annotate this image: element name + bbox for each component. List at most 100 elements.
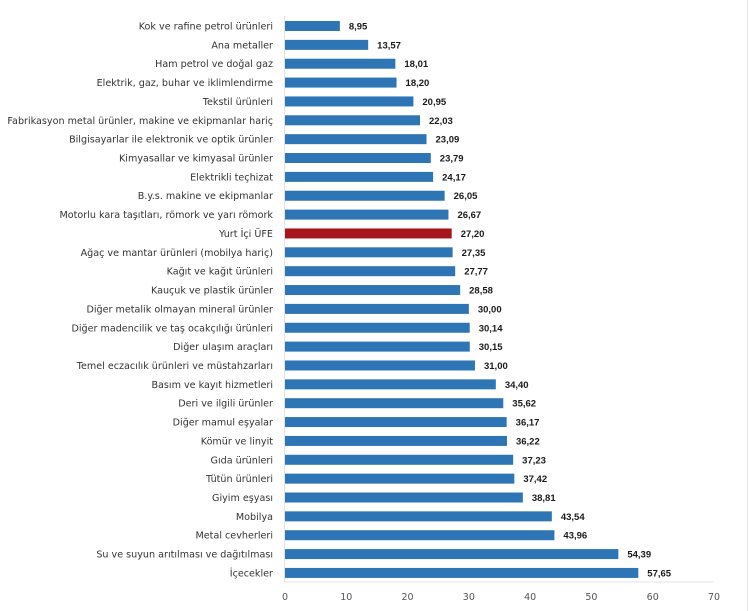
bar bbox=[285, 39, 369, 50]
category-label: Kimyasallar ve kimyasal ürünler bbox=[119, 154, 273, 165]
category-label: Kömür ve linyit bbox=[201, 436, 273, 447]
bar bbox=[285, 341, 470, 352]
category-label: Tütün ürünleri bbox=[205, 474, 273, 485]
bar bbox=[285, 567, 639, 578]
value-label: 22,03 bbox=[429, 116, 453, 127]
bar bbox=[285, 360, 475, 371]
x-axis-ticks: 0 10 20 30 40 50 60 70 bbox=[282, 592, 720, 603]
value-label: 31,00 bbox=[484, 361, 508, 372]
bar bbox=[285, 134, 427, 145]
bar bbox=[285, 417, 507, 428]
value-label: 27,77 bbox=[464, 267, 488, 278]
value-label: 28,58 bbox=[469, 286, 493, 297]
bar bbox=[285, 266, 456, 277]
value-label: 26,67 bbox=[457, 210, 481, 221]
value-label: 30,00 bbox=[478, 304, 502, 315]
bar bbox=[285, 247, 453, 258]
category-label: Ana metaller bbox=[211, 40, 273, 51]
category-label: Basım ve kayıt hizmetleri bbox=[151, 380, 273, 391]
x-tick-label: 40 bbox=[524, 592, 536, 603]
value-label: 20,95 bbox=[422, 97, 446, 108]
value-label: 43,54 bbox=[561, 512, 585, 523]
x-tick-label: 20 bbox=[402, 592, 414, 603]
category-label: Deri ve ilgili ürünler bbox=[178, 399, 273, 410]
value-label: 36,17 bbox=[516, 418, 540, 429]
bar bbox=[285, 285, 461, 296]
category-label: Kağıt ve kağıt ürünleri bbox=[167, 266, 273, 278]
bar bbox=[285, 492, 523, 503]
bar bbox=[285, 171, 434, 182]
bar bbox=[285, 153, 431, 164]
value-label: 30,15 bbox=[479, 342, 503, 353]
value-label: 24,17 bbox=[442, 172, 466, 183]
category-label: Diğer madencilik ve taş ocakçılığı ürünl… bbox=[71, 322, 273, 334]
category-label: Diğer mamul eşyalar bbox=[173, 417, 273, 429]
value-label: 35,62 bbox=[512, 399, 536, 410]
x-tick-label: 60 bbox=[647, 592, 659, 603]
category-label: Giyim eşyası bbox=[212, 493, 273, 504]
value-label: 18,20 bbox=[406, 78, 430, 89]
value-label: 43,96 bbox=[563, 531, 587, 542]
category-label: Motorlu kara taşıtları, römork ve yarı r… bbox=[59, 210, 273, 221]
category-label: Gıda ürünleri bbox=[211, 455, 273, 466]
bar bbox=[285, 77, 397, 88]
x-tick-label: 50 bbox=[585, 592, 597, 603]
bar bbox=[285, 209, 449, 220]
category-label: Fabrikasyon metal ürünler, makine ve eki… bbox=[7, 116, 273, 127]
value-label: 34,40 bbox=[505, 380, 529, 391]
value-label: 27,20 bbox=[461, 229, 485, 240]
bar bbox=[285, 190, 445, 201]
bar bbox=[285, 228, 452, 239]
category-label: Kok ve rafine petrol ürünleri bbox=[139, 22, 273, 33]
category-label: Diğer ulaşım araçları bbox=[173, 341, 273, 353]
category-label: Tekstil ürünleri bbox=[202, 97, 273, 108]
bar bbox=[285, 454, 514, 465]
x-tick-label: 70 bbox=[708, 592, 720, 603]
bar bbox=[285, 115, 421, 126]
value-label: 27,35 bbox=[462, 248, 486, 259]
value-label: 37,23 bbox=[522, 455, 546, 466]
x-tick-label: 0 bbox=[282, 592, 288, 603]
value-label: 36,22 bbox=[516, 436, 540, 447]
bar bbox=[285, 322, 470, 333]
category-label: Yurt İçi ÜFE bbox=[218, 227, 273, 240]
value-label: 38,81 bbox=[532, 493, 556, 504]
bar bbox=[285, 511, 552, 522]
category-label: B.y.s. makine ve ekipmanlar bbox=[138, 191, 273, 202]
value-label: 23,09 bbox=[436, 135, 460, 146]
value-label: 54,39 bbox=[627, 550, 651, 561]
value-label: 23,79 bbox=[440, 154, 464, 165]
value-label: 37,42 bbox=[523, 474, 547, 485]
x-tick-label: 10 bbox=[340, 592, 352, 603]
value-label: 57,65 bbox=[647, 568, 671, 579]
category-label: Su ve suyun arıtılması ve dağıtılması bbox=[96, 549, 273, 561]
category-label: Elektrik, gaz, buhar ve iklimlendirme bbox=[97, 78, 273, 89]
bar bbox=[285, 398, 504, 409]
bar bbox=[285, 530, 555, 541]
value-label: 26,05 bbox=[454, 191, 478, 202]
bar bbox=[285, 379, 496, 390]
right-border bbox=[747, 0, 748, 611]
x-tick-label: 30 bbox=[463, 592, 475, 603]
bar bbox=[285, 21, 340, 31]
category-label: Bilgisayarlar ile elektronik ve optik ür… bbox=[69, 135, 273, 146]
bars-layer bbox=[285, 21, 639, 578]
bar bbox=[285, 549, 619, 560]
value-label: 30,14 bbox=[479, 323, 503, 334]
category-label: Temel eczacılık ürünleri ve müstahzarlar… bbox=[76, 361, 273, 372]
bar bbox=[285, 303, 469, 314]
category-label: Diğer metalik olmayan mineral ürünler bbox=[86, 303, 273, 315]
category-label: Metal cevherleri bbox=[196, 531, 274, 542]
value-label: 13,57 bbox=[377, 40, 401, 51]
value-label: 18,01 bbox=[404, 59, 428, 70]
bar bbox=[285, 435, 507, 446]
category-label: Ham petrol ve doğal gaz bbox=[155, 58, 273, 70]
category-label: Mobilya bbox=[236, 512, 273, 523]
category-label: İçecekler bbox=[230, 566, 273, 579]
category-label: Kauçuk ve plastik ürünler bbox=[151, 286, 273, 297]
value-label: 8,95 bbox=[349, 22, 368, 33]
bar bbox=[285, 473, 515, 484]
bar bbox=[285, 96, 414, 107]
